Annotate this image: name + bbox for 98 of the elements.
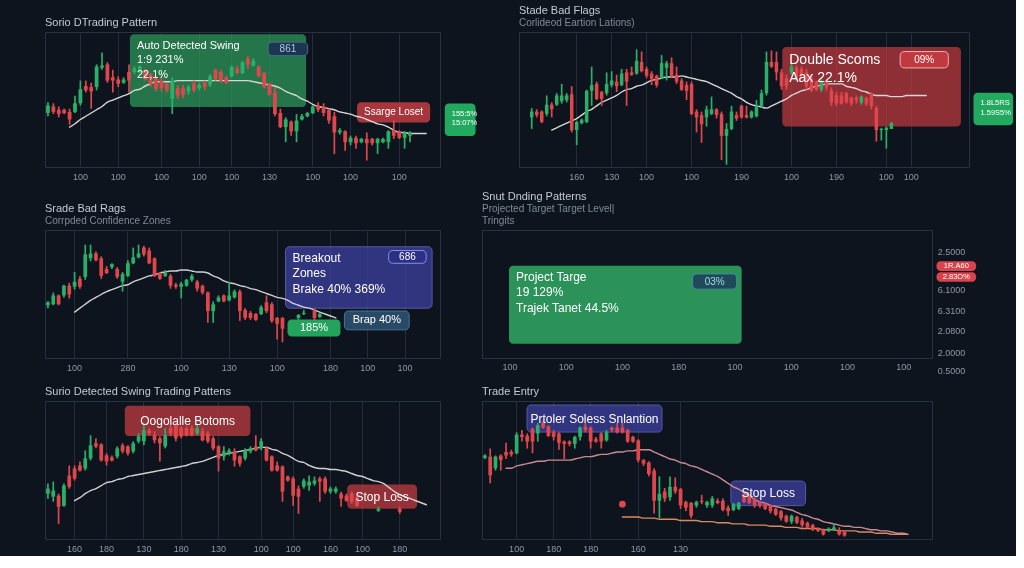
text: 0.5000	[937, 365, 966, 376]
x-tick-label: 180	[392, 543, 408, 554]
candlestick	[170, 76, 175, 115]
x-tick-label: 100	[397, 362, 413, 373]
annotation: 185%	[299, 321, 329, 334]
chart-subtitle: Corrpded Confidence Zones	[45, 215, 171, 226]
candlestick	[301, 309, 306, 316]
candlestick	[343, 129, 348, 152]
text: 2.5000	[937, 247, 966, 258]
x-tick-label: 100	[269, 362, 285, 373]
x-tick-label: 180	[322, 362, 338, 373]
x-tick-label: 100	[67, 362, 83, 373]
x-tick-label: 100	[783, 171, 799, 182]
candlestick	[283, 116, 288, 144]
x-tick-label: 180	[99, 543, 115, 554]
x-tick-label: 160	[630, 543, 646, 554]
text: 2.0800	[937, 326, 966, 337]
candlestick	[83, 449, 88, 472]
x-tick-label: 160	[569, 171, 585, 182]
candlestick	[535, 422, 540, 443]
candlestick	[211, 300, 216, 324]
x-tick-label: 180	[583, 543, 599, 554]
x-tick-label: 130	[673, 543, 689, 554]
text: Snut Dnding Patterns	[482, 190, 588, 202]
x-tick-label: 160	[322, 543, 338, 554]
x-tick-label: 130	[136, 543, 152, 554]
chart-subtitle: Corlideod Eartion Lations)	[519, 17, 635, 28]
annotation: 861	[279, 42, 297, 54]
x-tick-label: 100	[305, 171, 321, 182]
candlestick	[127, 63, 131, 94]
x-tick-label: 100	[878, 171, 894, 182]
annotation: Double Scoms Aax 22.1%	[789, 50, 881, 86]
x-tick-label: 100	[343, 171, 359, 182]
annotation: Stop Loss	[355, 489, 409, 504]
candlestick	[488, 447, 493, 485]
x-tick-label: 100	[684, 171, 700, 182]
candlestick	[498, 453, 503, 472]
x-tick-label: 100	[354, 543, 370, 554]
candlestick	[62, 482, 66, 508]
x-tick-label: 130	[211, 543, 227, 554]
candlestick	[699, 494, 704, 506]
x-tick-label: 100	[72, 171, 88, 182]
annotation: Ssarge Loset	[364, 106, 424, 118]
x-tick-label: 100	[173, 362, 189, 373]
candlestick	[205, 290, 210, 324]
x-tick-label: 190	[733, 171, 750, 182]
annotation: Oogolalle Botoms	[140, 413, 235, 428]
text: 6.3100	[937, 305, 966, 316]
x-tick-label: 100	[903, 171, 919, 182]
x-tick-label: 100	[253, 543, 269, 554]
chart-title: Stade Bad Flags	[519, 4, 601, 16]
chart-title: Surio Detected Swing Trading Pattens	[45, 385, 232, 397]
x-tick-label: 190	[828, 171, 844, 182]
candlestick	[83, 243, 88, 281]
x-tick-label: 100	[191, 171, 207, 182]
candlestick	[684, 80, 689, 101]
annotation: 09%	[914, 53, 935, 65]
chart-title: Trade Entry	[482, 385, 540, 397]
annotation: 686	[399, 250, 417, 262]
annotation: Prtoler Soless Snlantion	[530, 411, 659, 426]
text: 2.0000	[937, 347, 966, 358]
x-tick-label: 100	[509, 543, 525, 554]
candlestick	[158, 435, 162, 463]
candlestick	[589, 65, 594, 107]
candlestick	[624, 68, 629, 107]
candlestick	[67, 464, 72, 490]
x-tick-label: 100	[110, 171, 126, 182]
candlestick	[709, 95, 714, 116]
candlestick	[664, 60, 669, 82]
x-tick-label: 180	[173, 543, 189, 554]
x-tick-label: 180	[546, 543, 562, 554]
x-tick-label: 160	[67, 543, 83, 554]
x-tick-label: 100	[153, 171, 169, 182]
x-tick-label: 100	[639, 171, 655, 182]
candlestick	[227, 280, 232, 303]
annotation: Brap 40%	[352, 313, 402, 326]
text: Project Targe 19 129% Trajek Tanet 44.5%	[516, 269, 620, 316]
text: 6.1000	[937, 285, 966, 296]
chart-title: Srade Bad Rags	[45, 202, 127, 214]
candlestick	[337, 127, 342, 136]
chart-title: Sorio DTrading Pattern	[45, 16, 158, 28]
candlestick	[163, 427, 168, 450]
x-tick-label: 100	[285, 543, 301, 554]
x-tick-label: 280	[120, 362, 136, 373]
x-tick-label: 130	[262, 171, 278, 182]
candlestick	[668, 475, 672, 502]
candlestick	[179, 280, 184, 300]
x-tick-label: 100	[391, 171, 407, 182]
annotation: Breakout Zones Brake 40% 369%	[292, 250, 386, 296]
x-tick-label: 100	[360, 362, 376, 373]
x-tick-label: 130	[221, 362, 237, 373]
x-tick-label: 130	[604, 171, 620, 182]
x-tick-label: 100	[224, 171, 240, 182]
candlestick	[559, 83, 564, 105]
candlestick	[100, 51, 104, 71]
annotation: Stop Loss	[741, 486, 795, 501]
text: Projected Target Target Level| Tringits	[482, 203, 615, 226]
text: 03%	[704, 275, 725, 287]
